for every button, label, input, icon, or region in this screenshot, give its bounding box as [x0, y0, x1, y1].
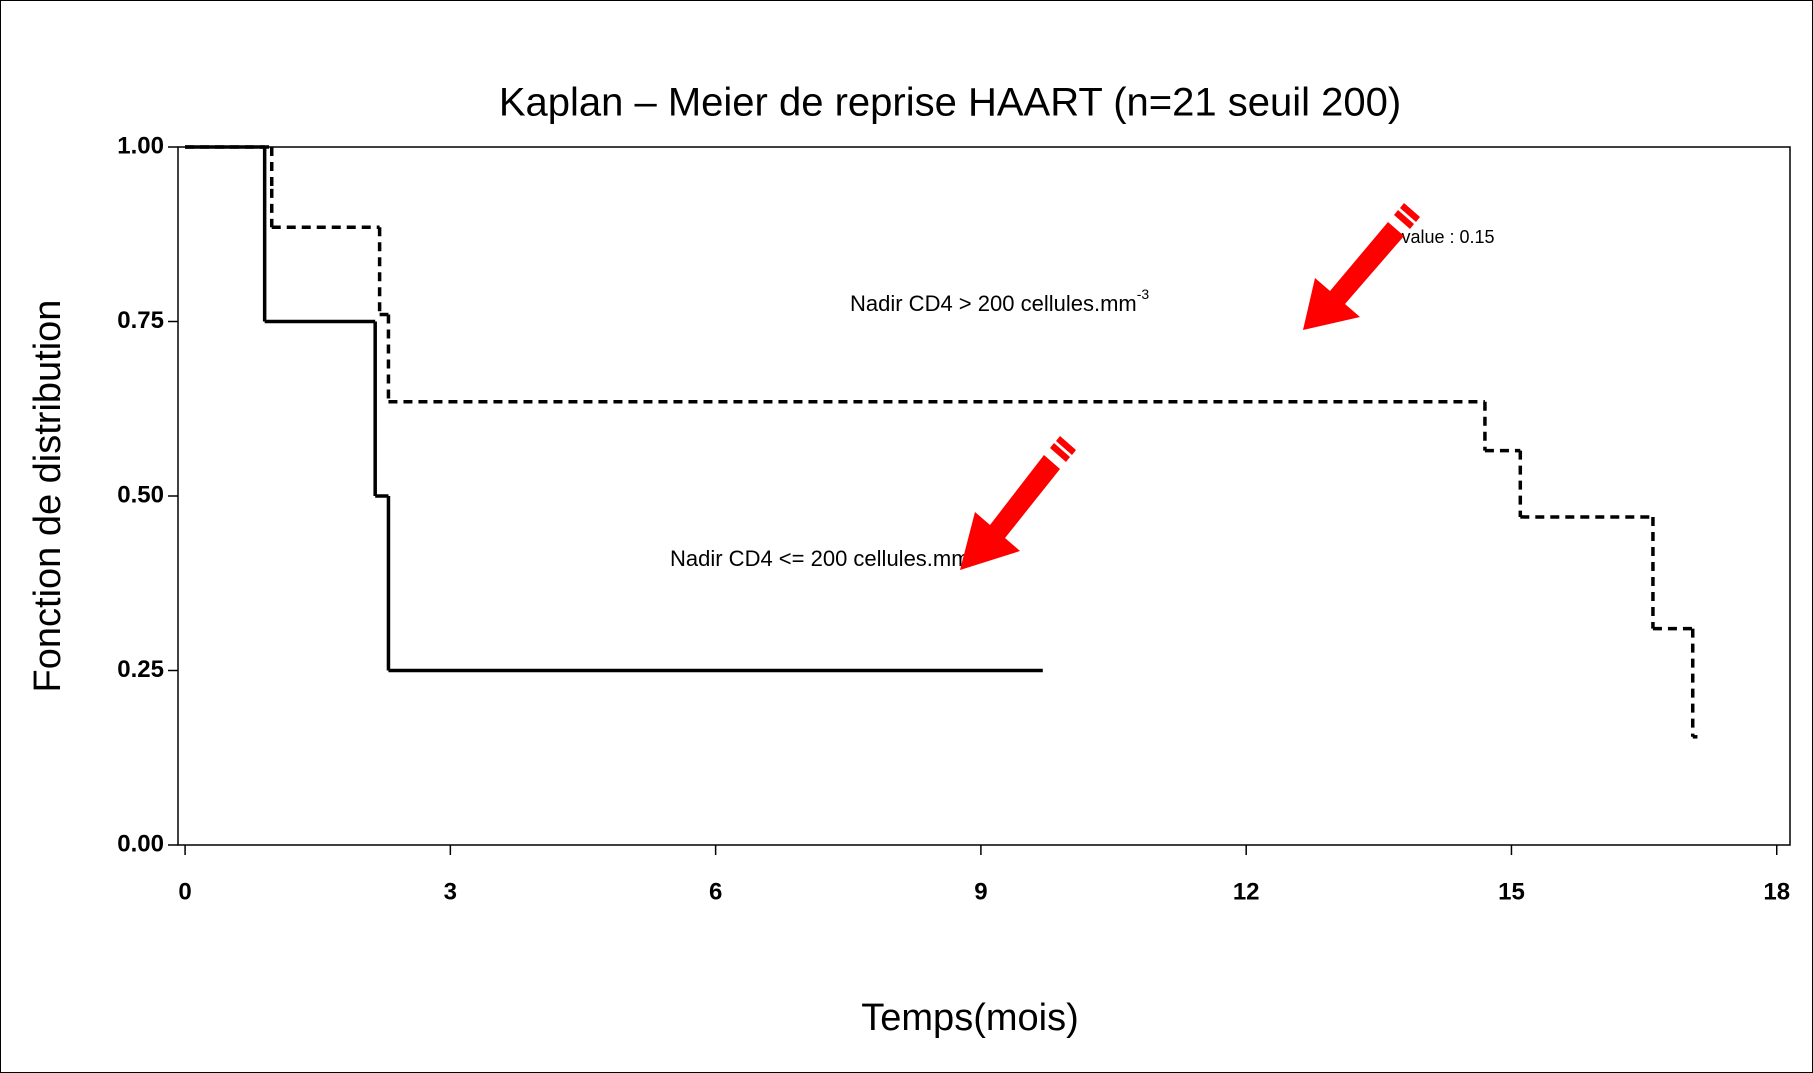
y-axis-label: Fonction de distribution	[27, 300, 69, 693]
y-tick-label: 0.50	[117, 481, 164, 508]
arrow-stripe	[1056, 436, 1076, 455]
arrow	[960, 436, 1076, 570]
x-axis-label: Temps(mois)	[861, 997, 1078, 1039]
x-tick-label: 6	[709, 878, 722, 905]
p-value: p-value : 0.15	[1385, 227, 1494, 247]
arrow-body	[960, 455, 1060, 570]
x-tick-label: 0	[178, 878, 191, 905]
x-tick-label: 9	[974, 878, 987, 905]
x-tick-label: 3	[444, 878, 457, 905]
arrow-body	[1303, 222, 1404, 330]
arrow-stripe	[1400, 203, 1420, 222]
y-tick-label: 1.00	[117, 132, 164, 159]
y-tick-label: 0.00	[117, 830, 164, 857]
arrow	[1303, 203, 1420, 330]
x-tick-label: 18	[1763, 878, 1790, 905]
annotation-sup: -3	[1137, 286, 1150, 302]
chart-title: Kaplan – Meier de reprise HAART (n=21 se…	[499, 81, 1401, 125]
annotation-text: Nadir CD4 > 200 cellules.mm	[850, 291, 1137, 316]
arrow-stripe	[1394, 210, 1414, 229]
annotation: Nadir CD4 <= 200 cellules.mm-3	[670, 541, 982, 571]
y-tick-label: 0.25	[117, 656, 164, 683]
x-tick-label: 15	[1498, 878, 1525, 905]
y-tick-label: 0.75	[117, 307, 164, 334]
annotation-text: Nadir CD4 <= 200 cellules.mm	[670, 546, 970, 571]
x-tick-label: 12	[1233, 878, 1260, 905]
annotation: Nadir CD4 > 200 cellules.mm-3	[850, 286, 1149, 316]
arrow-stripe	[1050, 443, 1070, 462]
plot-frame	[177, 146, 1791, 846]
